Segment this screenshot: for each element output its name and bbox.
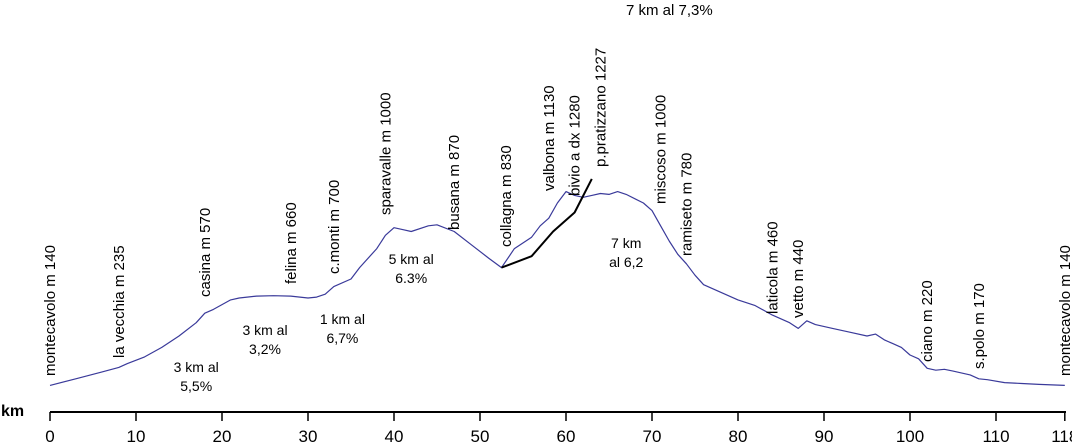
place-label-15: ciano m 220 (919, 280, 936, 362)
x-axis-ticks: 0 10 20 30 40 50 60 70 80 90 100 110 118 (45, 412, 1072, 444)
series-line-1 (501, 178, 593, 269)
place-label-13: laticola m 460 (764, 221, 781, 314)
x-tick-label-1: 10 (127, 427, 146, 444)
x-tick-label-12: 118 (1051, 427, 1072, 444)
place-labels: montecavolo m 140 la vecchia m 235 casina … (42, 48, 1072, 376)
grade-note-1-line-1: 3,2% (249, 341, 281, 357)
x-tick-label-5: 50 (471, 427, 490, 444)
place-label-14: vetto m 440 (790, 240, 807, 318)
place-label-11: miscoso m 1000 (653, 95, 670, 204)
grade-note-2-line-0: 1 km al (320, 311, 365, 327)
top-grade-note: 7 km al 7,3% (626, 2, 713, 19)
place-label-7: collagna m 830 (498, 145, 515, 247)
grade-notes: 3 km al 5,5% 3 km al 3,2% 1 km al 6,7% 5 km al… (174, 235, 644, 394)
grade-note-3-line-1: 6.3% (395, 270, 427, 286)
x-tick-label-6: 60 (557, 427, 576, 444)
grade-note-2-line-1: 6,7% (326, 330, 358, 346)
x-tick-label-10: 100 (896, 427, 924, 444)
place-label-2: casina m 570 (197, 208, 214, 297)
place-label-1: la vecchia m 235 (111, 245, 128, 358)
grade-note-0-line-0: 3 km al (174, 359, 219, 375)
place-label-4: c.monti m 700 (326, 180, 343, 274)
x-tick-label-9: 90 (815, 427, 834, 444)
x-tick-label-11: 110 (982, 427, 1009, 444)
place-label-0: montecavolo m 140 (42, 245, 59, 376)
place-label-9: bivio a dx 1280 (567, 95, 584, 196)
x-tick-label-2: 20 (213, 427, 232, 444)
place-label-8: valbona m 1130 (541, 85, 558, 191)
grade-note-3-line-0: 5 km al (389, 251, 434, 267)
place-label-10: p.pratizzano 1227 (592, 48, 609, 167)
grade-note-0-line-1: 5,5% (180, 378, 212, 394)
series-group (49, 178, 1065, 386)
x-axis-unit-label: km (1, 403, 24, 420)
place-label-17: montecavolo m 140 (1057, 245, 1072, 376)
place-label-12: ramiseto m 780 (678, 153, 695, 256)
x-axis: 0 10 20 30 40 50 60 70 80 90 100 110 118 km (1, 403, 1072, 444)
place-label-6: busana m 870 (446, 135, 463, 230)
grade-note-4-line-1: al 6,2 (609, 254, 643, 270)
place-label-16: s.polo m 170 (971, 283, 988, 369)
x-tick-label-4: 40 (385, 427, 404, 444)
x-tick-label-0: 0 (45, 427, 54, 444)
grade-note-4-line-0: 7 km (611, 235, 641, 251)
place-label-5: sparavalle m 1000 (377, 92, 394, 215)
grade-note-1-line-0: 3 km al (242, 322, 287, 338)
x-tick-label-3: 30 (299, 427, 318, 444)
x-tick-label-7: 70 (643, 427, 662, 444)
place-label-3: felina m 660 (283, 202, 300, 284)
x-tick-label-8: 80 (729, 427, 748, 444)
